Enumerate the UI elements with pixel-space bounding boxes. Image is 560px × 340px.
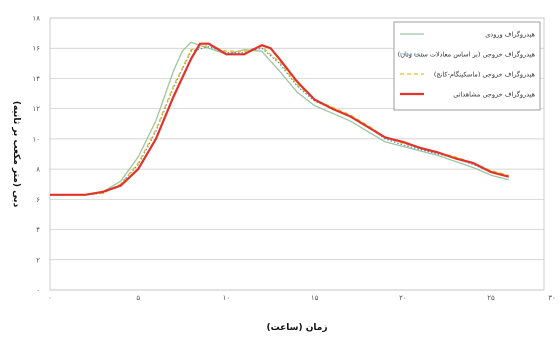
y-tick-label: ۰ [36, 287, 40, 295]
y-tick-label: ۸ [36, 166, 40, 174]
x-tick-labels: ۰ ۵ ۱۰ ۱۵ ۲۰ ۲۵ ۳۰ [48, 294, 556, 302]
y-tick-label: ۱۶ [32, 45, 40, 53]
x-tick-label: ۲۰ [399, 294, 407, 302]
y-tick-label: ۱۴ [32, 75, 40, 83]
y-tick-label: ۱۸ [32, 15, 40, 23]
legend-label: هیدروگراف ورودی [485, 31, 535, 39]
legend-box [393, 21, 541, 111]
y-tick-label: ۲ [36, 256, 40, 264]
y-axis-label: دبی (متر مکعب بر ثانیه) [11, 101, 21, 208]
series-lines [50, 41, 509, 196]
series-line [50, 42, 509, 196]
y-tick-label: ۱۲ [32, 105, 40, 113]
plot-frame [49, 17, 545, 291]
series-line [50, 41, 509, 196]
series-line [50, 46, 509, 196]
x-tick-label: ۱۵ [311, 294, 319, 302]
y-tick-labels: ۰ ۲ ۴ ۶ ۸ ۱۰ ۱۲ ۱۴ ۱۶ ۱۸ [32, 15, 40, 295]
legend-label: هیدروگراف خروجی (بر اساس معادلات سنت ونا… [398, 51, 536, 59]
x-tick-label: ۳۰ [548, 294, 556, 302]
y-tick-label: ۱۰ [32, 135, 40, 143]
legend: هیدروگراف ورودی هیدروگراف خروجی (بر اساس … [393, 21, 541, 111]
x-tick-label: ۵ [136, 294, 140, 302]
x-tick-label: ۲۵ [487, 294, 495, 302]
legend-label: هیدروگراف خروجی مشاهداتی [453, 91, 535, 99]
x-tick-label: ۱۰ [223, 294, 231, 302]
x-axis-label: زمان (ساعت) [266, 323, 327, 333]
x-tick-label: ۰ [48, 294, 52, 302]
y-tick-label: ۶ [36, 196, 40, 204]
legend-label: هیدروگراف خروجی (ماسکینگام-کانج) [434, 71, 536, 79]
y-tick-label: ۴ [36, 226, 40, 234]
